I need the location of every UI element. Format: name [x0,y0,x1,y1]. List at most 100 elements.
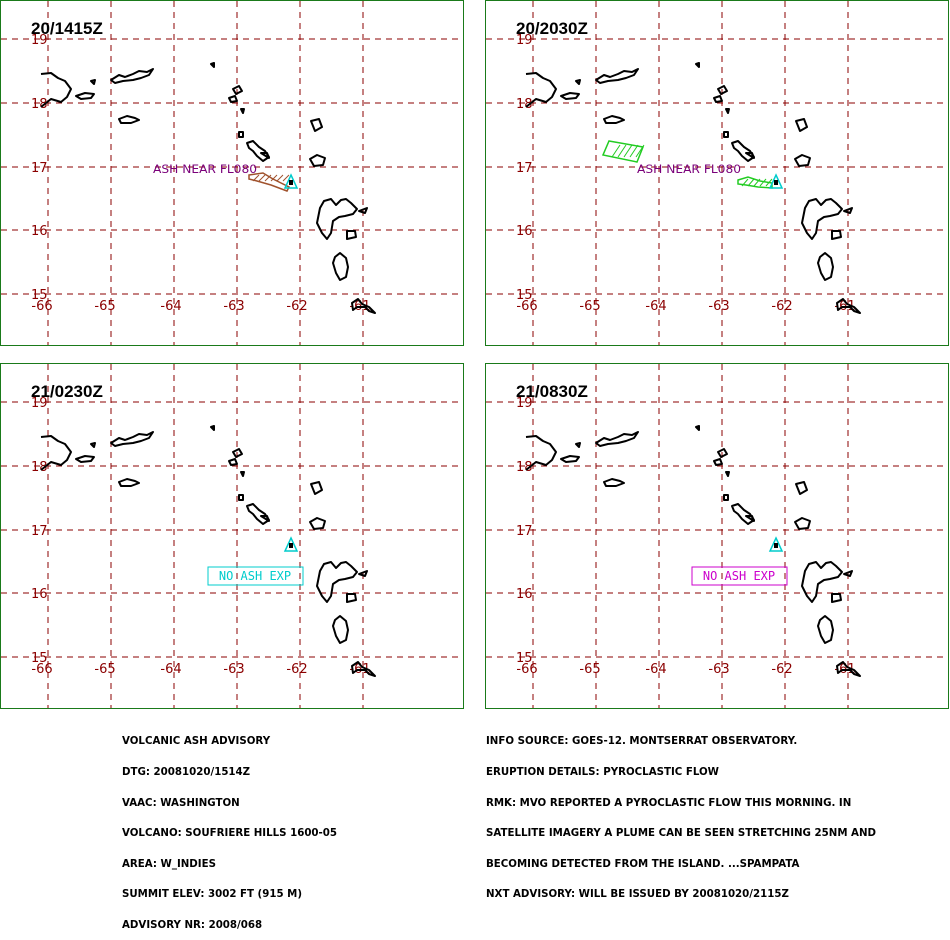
island-outline [228,95,238,103]
ash-altitude-label: ASH NEAR FL080 [637,162,741,176]
map-panel-3: 19 18 17 16 15 -66 -65 -64 -63 -62 -61 NO ASH EXP 2… [0,363,464,709]
island-outline [40,435,72,471]
advisory-line: SUMMIT ELEV: 3002 FT (915 M) [122,887,302,901]
island-outline [310,118,323,132]
latitude-label: 19 [516,33,533,48]
advisory-line: VAAC: WASHINGTON [122,795,240,809]
latitude-label: 19 [516,396,533,411]
no-ash-box [691,566,788,586]
island-outline [309,154,326,167]
longitude-label: -64 [160,299,181,314]
latitude-label: 16 [31,587,48,602]
map-panel-1: 19 18 17 16 15 -66 -65 -64 -63 -62 -61 ASH NEAR FL0… [0,0,464,346]
latitude-label: 17 [516,161,533,176]
island-outline [723,131,729,138]
island-outline [745,152,755,159]
ash-plume-hatch [252,174,260,182]
island-outline [40,72,72,108]
panel-time-label: 20/1415Z [31,19,103,38]
island-outline [560,92,580,100]
island-outline [525,435,557,471]
advisory-line: BECOMING DETECTED FROM THE ISLAND. ...SP… [486,856,800,870]
island-outline [843,570,853,577]
ash-cloud-hatch [617,144,627,158]
island-outline [795,481,808,495]
advisory-line: INFO SOURCE: GOES-12. MONTSERRAT OBSERVA… [486,734,798,748]
latitude-label: 19 [31,33,48,48]
island-outline [240,471,245,477]
latitude-label: 18 [31,97,48,112]
ash-plume-hatch [270,174,278,182]
island-outline [358,570,368,577]
island-outline [110,68,154,84]
island-outline [717,448,728,458]
map-panel-4: 19 18 17 16 15 -66 -65 -64 -63 -62 -61 NO ASH EXP 2… [485,363,949,709]
island-outline [795,118,808,132]
island-outline [794,154,811,167]
island-outline [836,298,861,314]
island-outline [713,95,723,103]
advisory-line: NXT ADVISORY: WILL BE ISSUED BY 20081020… [486,887,789,901]
longitude-label: -66 [31,299,52,314]
island-outline [90,79,96,85]
island-outline [575,79,581,85]
map-panel-2: 19 18 17 16 15 -66 -65 -64 -63 -62 -61 ASH NEAR FL0… [485,0,949,346]
latitude-label: 16 [516,224,533,239]
volcano-island [774,180,778,185]
latitude-label: 16 [516,587,533,602]
advisory-line: SATELLITE IMAGERY A PLUME CAN BE SEEN ST… [486,826,877,840]
longitude-label: -66 [516,662,537,677]
latitude-label: 15 [31,651,48,666]
advisory-header-block: VOLCANIC ASH ADVISORY DTG: 20081020/1514… [122,716,353,940]
island-outline [118,115,140,124]
panel-time-label: 20/2030Z [516,19,588,38]
ash-plume-area [248,172,291,192]
no-ash-label: NO ASH EXP [219,569,291,583]
ash-plume-hatch [264,174,272,182]
island-outline [240,108,245,114]
island-outline [723,494,729,501]
longitude-label: -62 [286,299,307,314]
island-outline [332,615,349,644]
advisory-line: DTG: 20081020/1514Z [122,765,251,779]
latitude-label: 17 [31,161,48,176]
ash-plume-area [737,176,773,189]
latitude-label: 17 [516,524,533,539]
longitude-label: -64 [645,299,666,314]
island-outline [725,471,730,477]
ash-plume-hatch [276,174,284,182]
longitude-label: -63 [708,299,729,314]
island-outline [831,230,842,240]
island-outline [316,561,358,603]
latitude-label: 18 [31,460,48,475]
ash-plume-hatch [741,178,749,187]
island-outline [831,593,842,603]
island-outline [238,131,244,138]
longitude-label: -65 [579,299,600,314]
island-outline [110,431,154,447]
island-outline [603,115,625,124]
island-outline [801,561,843,603]
island-outline [731,503,755,525]
island-outline [90,442,96,448]
island-outline [725,108,730,114]
island-outline [603,478,625,487]
island-outline [695,425,700,431]
island-outline [210,62,215,68]
island-outline [346,593,357,603]
island-outline [310,481,323,495]
island-outline [260,515,270,522]
longitude-label: -65 [94,662,115,677]
island-outline [731,140,755,162]
advisory-line: VOLCANO: SOUFRIERE HILLS 1600-05 [122,826,338,840]
island-outline [560,455,580,463]
latitude-label: 15 [516,651,533,666]
island-outline [817,252,834,281]
panel-time-label: 21/0230Z [31,382,103,401]
longitude-label: -64 [160,662,181,677]
longitude-label: -62 [771,662,792,677]
island-outline [309,517,326,530]
island-outline [595,68,639,84]
